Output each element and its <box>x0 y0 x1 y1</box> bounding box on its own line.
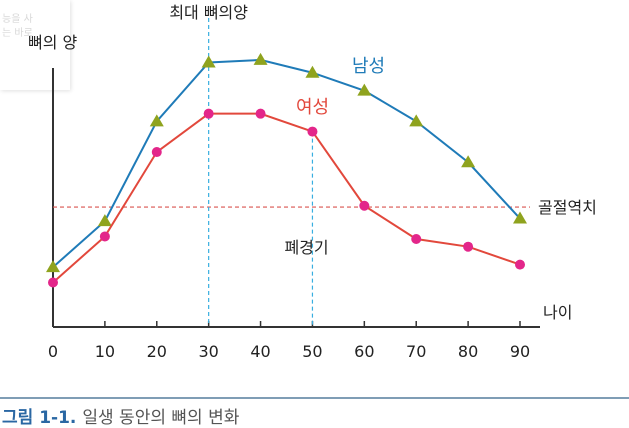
female-data-point <box>203 108 214 119</box>
female-series-line <box>52 112 521 284</box>
male-series-label: 남성 <box>352 56 385 77</box>
female-data-point <box>307 126 318 137</box>
male-data-point <box>357 83 372 96</box>
x-tick-label: 0 <box>48 342 58 361</box>
male-data-point <box>149 114 164 127</box>
female-data-point <box>359 200 370 211</box>
menopause-label: 폐경기 <box>284 238 328 257</box>
female-data-point <box>411 234 422 245</box>
female-data-point <box>48 277 58 288</box>
overlay-card: 능을 사 는 바로 <box>0 0 70 90</box>
x-axis-label: 나이 <box>543 303 572 322</box>
fracture-threshold-label: 골절역치 <box>538 198 597 217</box>
male-data-point <box>513 211 527 224</box>
male-data-point <box>305 65 320 78</box>
overlay-text: 능을 사 <box>2 14 33 25</box>
caption-number: 그림 1-1. <box>2 408 77 428</box>
bone-mass-chart: 뼈의 양 나이 0 10 20 30 40 50 60 70 80 90 골절역치 최대 뼈의양폐경… <box>28 3 597 361</box>
x-tick-label: 60 <box>354 342 374 361</box>
overlay-text: 는 바로 <box>2 28 33 39</box>
x-tick-label: 40 <box>250 342 270 361</box>
female-data-point <box>515 259 525 270</box>
male-series-line <box>52 58 521 268</box>
male-data-point <box>46 260 60 273</box>
male-data-point <box>201 55 216 68</box>
male-data-point <box>409 114 424 127</box>
x-tick-label: 90 <box>510 342 530 361</box>
x-tick-label: 70 <box>406 342 426 361</box>
male-data-point <box>253 52 268 65</box>
y-axis-label: 뼈의 양 <box>28 33 78 52</box>
x-tick-label: 30 <box>198 342 218 361</box>
x-tick-label: 10 <box>95 342 115 361</box>
female-data-point <box>151 147 162 158</box>
female-series-label: 여성 <box>296 97 329 118</box>
caption-divider <box>0 397 629 399</box>
male-data-point <box>461 155 476 168</box>
peak-bone-mass-label: 최대 뼈의양 <box>169 3 248 22</box>
male-data-point <box>97 214 112 227</box>
x-tick-label: 20 <box>147 342 167 361</box>
x-tick-label: 80 <box>458 342 478 361</box>
caption-text: 일생 동안의 뼈의 변화 <box>82 408 240 428</box>
figure-caption: 그림 1-1. 일생 동안의 뼈의 변화 <box>2 403 239 428</box>
x-tick-label: 50 <box>302 342 322 361</box>
female-data-point <box>255 108 266 119</box>
female-data-point <box>463 241 474 252</box>
female-data-point <box>99 231 110 242</box>
